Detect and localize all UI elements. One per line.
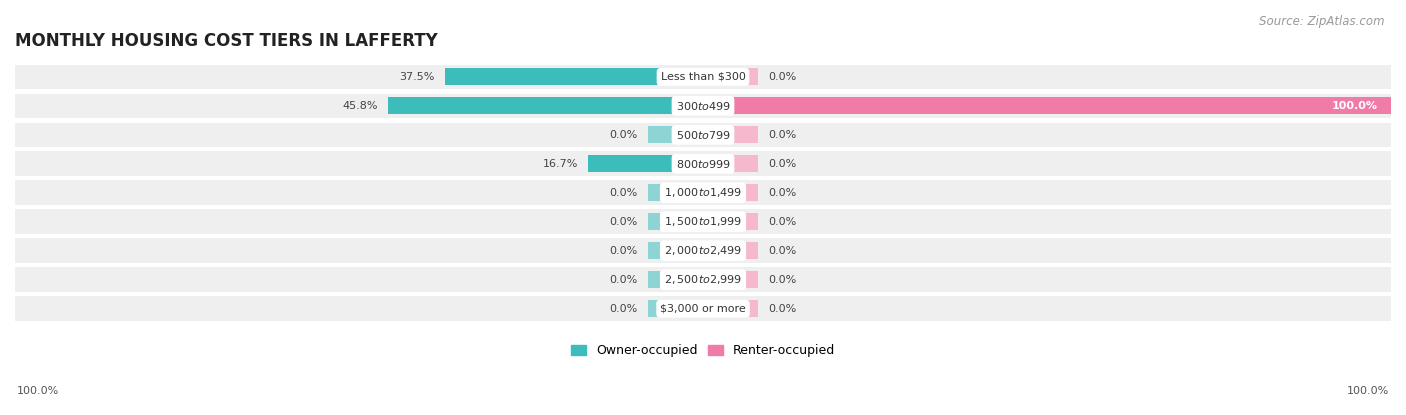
Bar	[648, 271, 703, 288]
Bar	[703, 155, 758, 172]
Text: 0.0%: 0.0%	[609, 275, 638, 285]
Text: 0.0%: 0.0%	[768, 72, 797, 82]
Text: 100.0%: 100.0%	[17, 386, 59, 396]
Bar	[648, 213, 703, 230]
Text: 0.0%: 0.0%	[768, 246, 797, 256]
Text: 0.0%: 0.0%	[609, 130, 638, 140]
Bar	[703, 127, 758, 143]
Bar	[703, 300, 758, 317]
Bar	[15, 151, 1391, 176]
Text: 37.5%: 37.5%	[399, 72, 434, 82]
Text: 0.0%: 0.0%	[609, 304, 638, 314]
Bar	[703, 68, 758, 85]
Bar	[588, 155, 703, 172]
Bar	[703, 98, 1391, 114]
Legend: Owner-occupied, Renter-occupied: Owner-occupied, Renter-occupied	[567, 339, 839, 362]
Text: $1,000 to $1,499: $1,000 to $1,499	[664, 186, 742, 199]
Text: 100.0%: 100.0%	[1347, 386, 1389, 396]
Text: 0.0%: 0.0%	[609, 188, 638, 198]
Text: 0.0%: 0.0%	[768, 188, 797, 198]
Text: 16.7%: 16.7%	[543, 159, 578, 169]
Text: $800 to $999: $800 to $999	[675, 158, 731, 170]
Bar	[446, 68, 703, 85]
Bar	[15, 296, 1391, 321]
Text: MONTHLY HOUSING COST TIERS IN LAFFERTY: MONTHLY HOUSING COST TIERS IN LAFFERTY	[15, 32, 437, 50]
Bar	[15, 93, 1391, 118]
Text: $3,000 or more: $3,000 or more	[661, 304, 745, 314]
Bar	[648, 242, 703, 259]
Bar	[703, 242, 758, 259]
Bar	[703, 213, 758, 230]
Text: 100.0%: 100.0%	[1331, 101, 1378, 111]
Text: $500 to $799: $500 to $799	[675, 129, 731, 141]
Text: 0.0%: 0.0%	[768, 159, 797, 169]
Text: $1,500 to $1,999: $1,500 to $1,999	[664, 215, 742, 228]
Text: 0.0%: 0.0%	[768, 130, 797, 140]
Text: $300 to $499: $300 to $499	[675, 100, 731, 112]
Bar	[388, 98, 703, 114]
Text: 0.0%: 0.0%	[768, 217, 797, 227]
Bar	[648, 184, 703, 201]
Text: Less than $300: Less than $300	[661, 72, 745, 82]
Bar	[15, 181, 1391, 205]
Text: 45.8%: 45.8%	[342, 101, 378, 111]
Text: 0.0%: 0.0%	[609, 246, 638, 256]
Text: $2,500 to $2,999: $2,500 to $2,999	[664, 273, 742, 286]
Bar	[703, 271, 758, 288]
Bar	[648, 300, 703, 317]
Text: $2,000 to $2,499: $2,000 to $2,499	[664, 244, 742, 257]
Bar	[15, 65, 1391, 89]
Bar	[648, 127, 703, 143]
Text: Source: ZipAtlas.com: Source: ZipAtlas.com	[1260, 15, 1385, 27]
Bar	[15, 239, 1391, 263]
Bar	[15, 122, 1391, 147]
Text: 0.0%: 0.0%	[768, 304, 797, 314]
Text: 0.0%: 0.0%	[609, 217, 638, 227]
Bar	[703, 184, 758, 201]
Bar	[15, 210, 1391, 234]
Text: 0.0%: 0.0%	[768, 275, 797, 285]
Bar	[15, 267, 1391, 292]
